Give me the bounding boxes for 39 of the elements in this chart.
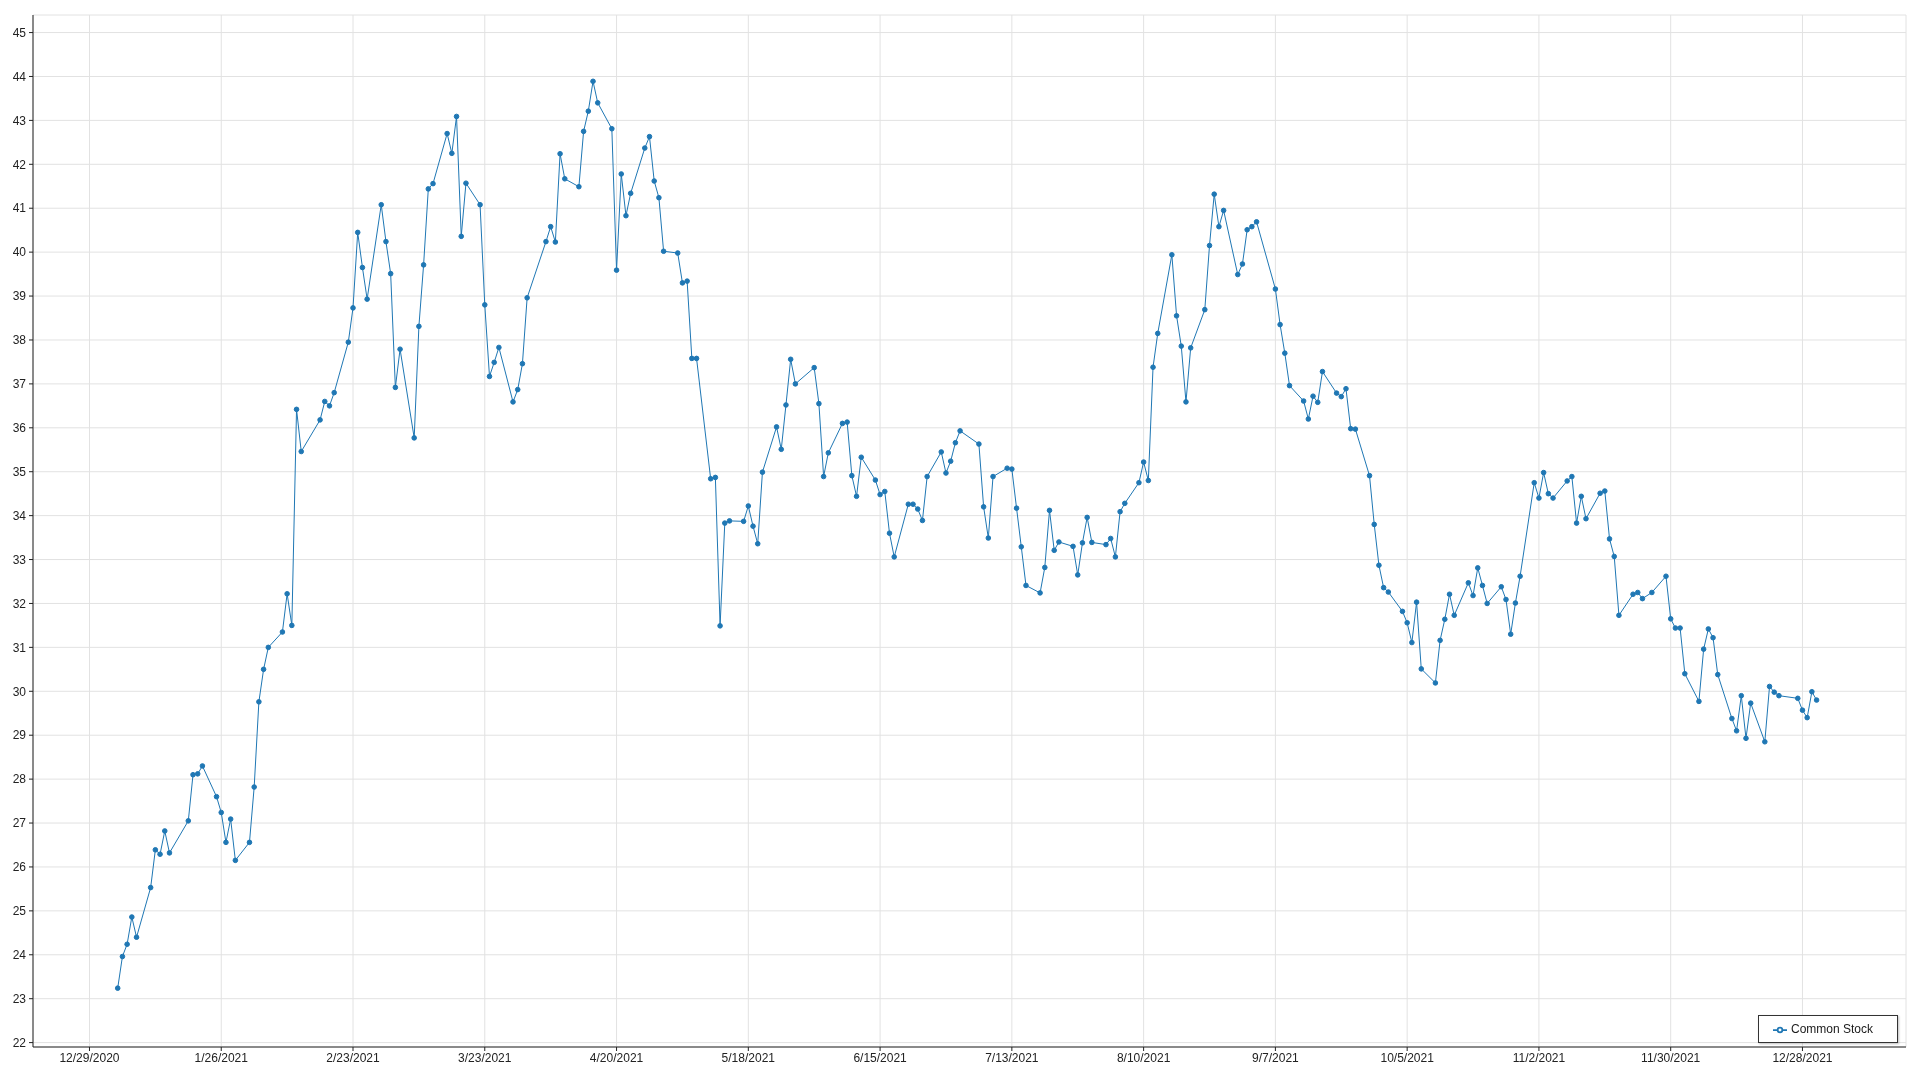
y-tick-label: 34 <box>12 508 27 523</box>
y-tick-label: 26 <box>12 860 27 875</box>
x-tick-label: 9/7/2021 <box>1252 1050 1300 1065</box>
legend-label: Common Stock <box>1790 1022 1873 1036</box>
x-tick-label: 2/23/2021 <box>326 1050 381 1065</box>
y-tick-label: 44 <box>12 69 27 84</box>
y-tick-label: 31 <box>12 640 27 655</box>
y-tick-label: 43 <box>12 113 27 128</box>
x-tick-label: 11/30/2021 <box>1641 1050 1701 1065</box>
x-tick-label: 12/28/2021 <box>1772 1050 1833 1065</box>
y-tick-label: 33 <box>12 552 27 567</box>
x-tick-label: 3/23/2021 <box>458 1050 512 1065</box>
y-tick-label: 25 <box>12 904 27 919</box>
x-tick-label: 8/10/2021 <box>1116 1050 1171 1065</box>
y-tick-label: 27 <box>12 816 27 831</box>
y-tick-label: 40 <box>12 245 27 260</box>
x-tick-label: 1/26/2021 <box>194 1050 249 1065</box>
x-tick-label: 4/20/2021 <box>589 1050 644 1065</box>
x-tick-label: 11/2/2021 <box>1512 1050 1566 1065</box>
y-tick-label: 30 <box>12 684 27 699</box>
y-tick-label: 42 <box>12 157 27 172</box>
y-tick-label: 45 <box>12 25 27 40</box>
x-tick-label: 12/29/2020 <box>59 1050 120 1065</box>
x-tick-label: 6/15/2021 <box>853 1050 908 1065</box>
y-tick-label: 32 <box>12 596 27 611</box>
y-tick-label: 37 <box>12 377 27 392</box>
y-tick-label: 24 <box>12 948 27 963</box>
x-tick-label: 10/5/2021 <box>1380 1050 1435 1065</box>
x-tick-label: 7/13/2021 <box>985 1050 1039 1065</box>
y-tick-label: 35 <box>12 464 27 479</box>
y-tick-label: 39 <box>12 289 27 304</box>
y-tick-label: 22 <box>12 1035 27 1050</box>
y-tick-label: 28 <box>12 772 27 787</box>
y-tick-label: 36 <box>12 421 27 436</box>
x-tick-label: 5/18/2021 <box>721 1050 776 1065</box>
y-tick-label: 23 <box>12 991 27 1006</box>
y-tick-label: 38 <box>12 333 27 348</box>
y-tick-label: 29 <box>12 728 27 743</box>
y-tick-label: 41 <box>12 201 27 216</box>
